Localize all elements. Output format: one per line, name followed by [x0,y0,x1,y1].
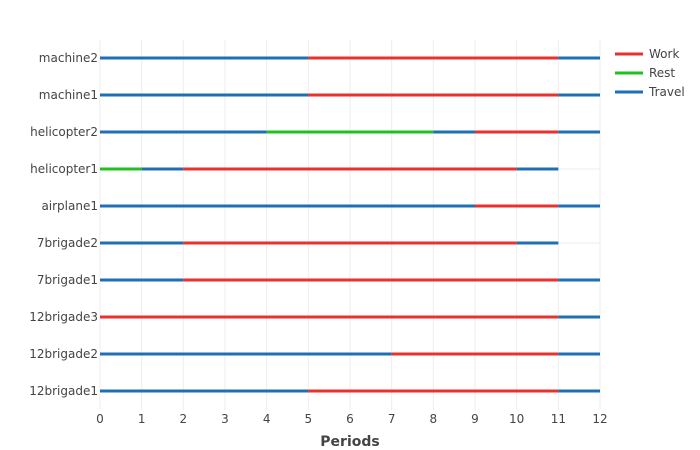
x-tick-label: 12 [592,412,607,426]
x-tick-label: 9 [471,412,479,426]
x-tick-label: 7 [388,412,396,426]
legend-label: Travel [648,85,685,99]
x-tick-label: 8 [430,412,438,426]
x-tick-labels: 0 1 2 3 4 5 6 7 8 9 10 11 12 [96,412,607,426]
y-tick-label: 12brigade1 [29,384,98,398]
legend[interactable]: Work Rest Travel [615,47,685,99]
y-tick-label: 7brigade2 [37,236,98,250]
x-tick-label: 3 [221,412,229,426]
legend-label: Work [649,47,679,61]
x-tick-label: 4 [263,412,271,426]
y-tick-label: 12brigade2 [29,347,98,361]
y-tick-label: 12brigade3 [29,310,98,324]
legend-label: Rest [649,66,675,80]
legend-item-work[interactable]: Work [615,47,679,61]
x-tick-label: 1 [138,412,146,426]
legend-item-travel[interactable]: Travel [615,85,685,99]
y-tick-label: 7brigade1 [37,273,98,287]
y-tick-label: machine1 [39,88,98,102]
y-tick-label: machine2 [39,51,98,65]
x-tick-label: 11 [551,412,566,426]
y-tick-label: helicopter2 [30,125,98,139]
x-tick-label: 0 [96,412,104,426]
x-tick-label: 5 [305,412,313,426]
x-tick-label: 2 [180,412,188,426]
x-axis-title: Periods [320,434,379,450]
segments [100,56,600,393]
y-tick-label: airplane1 [41,199,98,213]
y-tick-labels: machine2 machine1 helicopter2 helicopter1 ai… [29,51,98,398]
y-tick-label: helicopter1 [30,162,98,176]
legend-item-rest[interactable]: Rest [615,66,675,80]
x-tick-label: 6 [346,412,354,426]
x-tick-label: 10 [509,412,524,426]
